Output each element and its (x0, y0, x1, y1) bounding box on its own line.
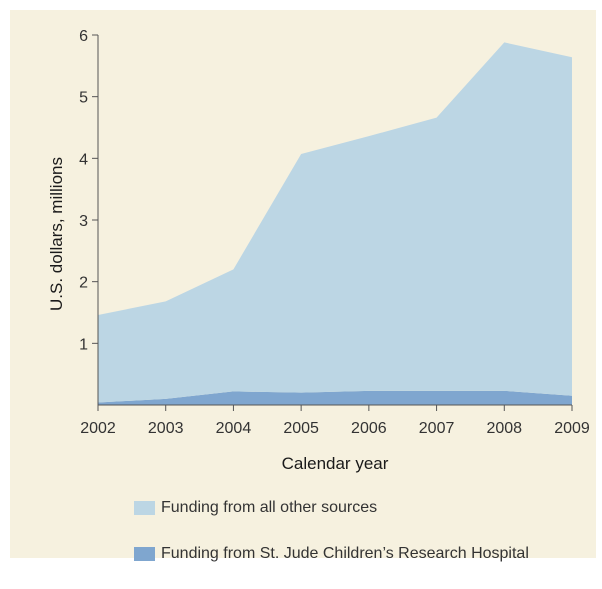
legend-label-other-sources: Funding from all other sources (161, 499, 378, 516)
x-tick-label-2009: 2009 (554, 420, 590, 437)
y-tick-label-4: 4 (79, 151, 88, 168)
area-series-0 (98, 390, 572, 405)
x-tick-label-2007: 2007 (419, 420, 455, 437)
chart-axes: 1 2 3 4 5 6 2002 2003 2004 2005 2006 2007 2008 2009 (79, 28, 590, 437)
legend-swatch-st-jude (134, 547, 155, 561)
y-axis-title: U.S. dollars, millions (47, 157, 66, 311)
legend-item-st-jude: Funding from St. Jude Children’s Researc… (134, 543, 529, 565)
x-tick-label-2002: 2002 (80, 420, 116, 437)
x-axis-title: Calendar year (282, 454, 389, 473)
legend-swatch-other-sources (134, 501, 155, 515)
y-tick-label-3: 3 (79, 213, 88, 230)
legend: Funding from all other sources Funding f… (134, 497, 529, 589)
x-tick-label-2004: 2004 (216, 420, 252, 437)
y-tick-label-2: 2 (79, 275, 88, 292)
legend-item-other-sources: Funding from all other sources (134, 497, 529, 519)
chart-panel: 1 2 3 4 5 6 2002 2003 2004 2005 2006 2007 2008 2009 C… (10, 10, 596, 562)
chart-areas (98, 42, 572, 405)
y-tick-label-5: 5 (79, 90, 88, 107)
x-tick-label-2003: 2003 (148, 420, 184, 437)
area-chart: 1 2 3 4 5 6 2002 2003 2004 2005 2006 2007 2008 2009 C… (47, 28, 590, 473)
x-tick-label-2008: 2008 (486, 420, 522, 437)
x-tick-label-2006: 2006 (351, 420, 387, 437)
y-tick-label-1: 1 (79, 336, 88, 353)
legend-label-st-jude: Funding from St. Jude Children’s Researc… (161, 545, 529, 562)
y-tick-label-6: 6 (79, 28, 88, 45)
area-series-1 (98, 42, 572, 403)
x-tick-label-2005: 2005 (283, 420, 319, 437)
